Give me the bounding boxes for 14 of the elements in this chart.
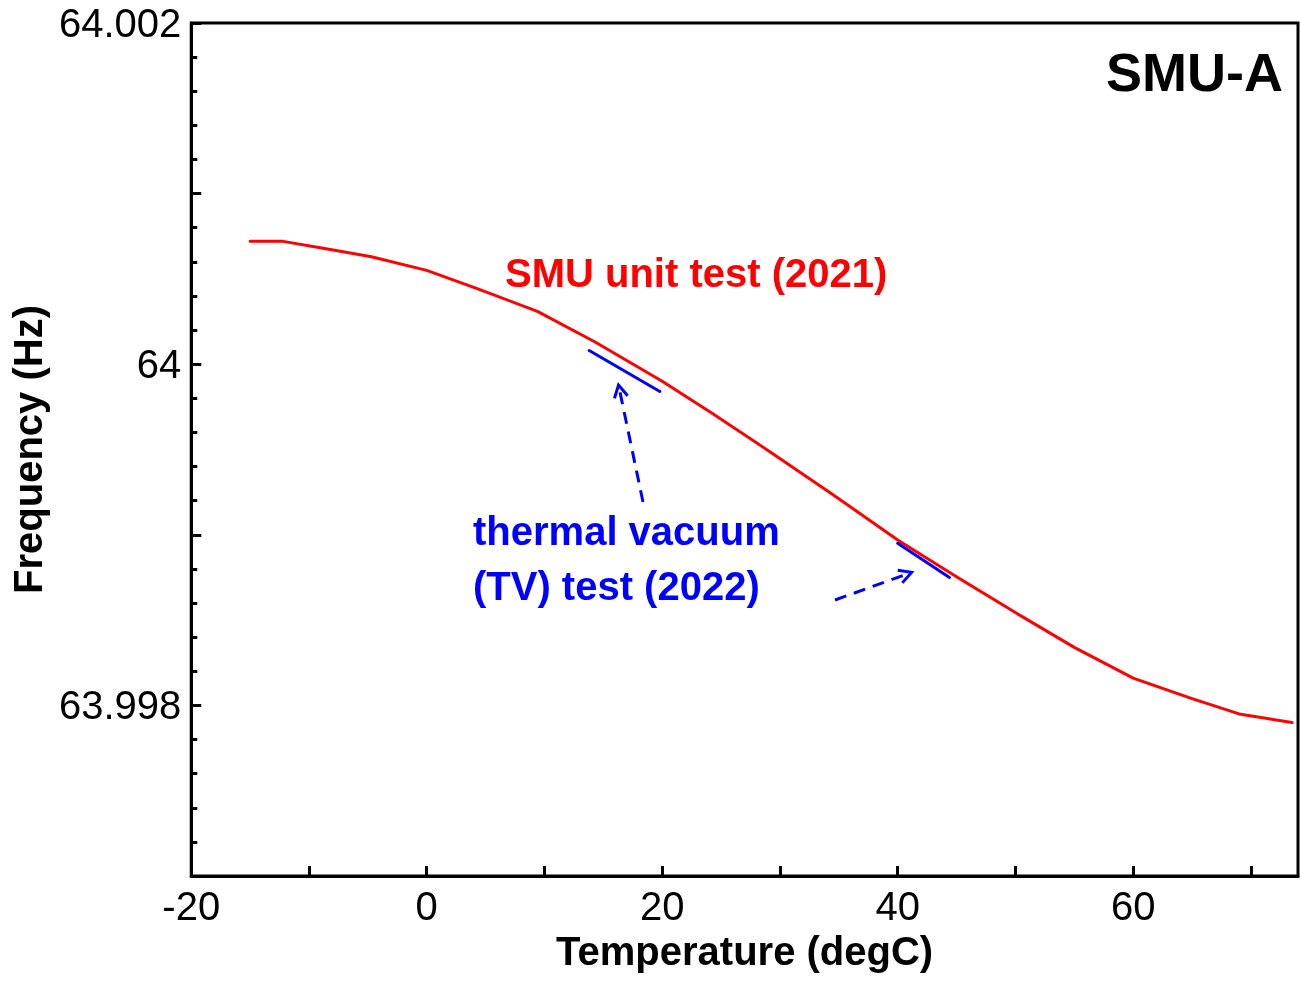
series-label: SMU unit test (2021) (505, 250, 888, 295)
x-tick-label: -20 (162, 884, 221, 928)
y-tick-label: 64 (136, 342, 182, 387)
text: thermal vacuum (TV) test (2022) (473, 508, 780, 608)
x-tick-label: 20 (639, 884, 685, 928)
line-series (248, 239, 1294, 724)
y-tick-label: 63.998 (58, 683, 182, 728)
x-tick-label: 60 (1110, 884, 1156, 928)
x-tick-label: 40 (875, 884, 920, 928)
x-tick-label: 0 (415, 884, 438, 928)
y-axis-title: Frequency (Hz) (6, 305, 50, 594)
annotation: SMU-A (1106, 42, 1284, 102)
x-axis-title: Temperature (degC) (556, 929, 934, 973)
y-tick-label: 64.002 (58, 1, 182, 45)
